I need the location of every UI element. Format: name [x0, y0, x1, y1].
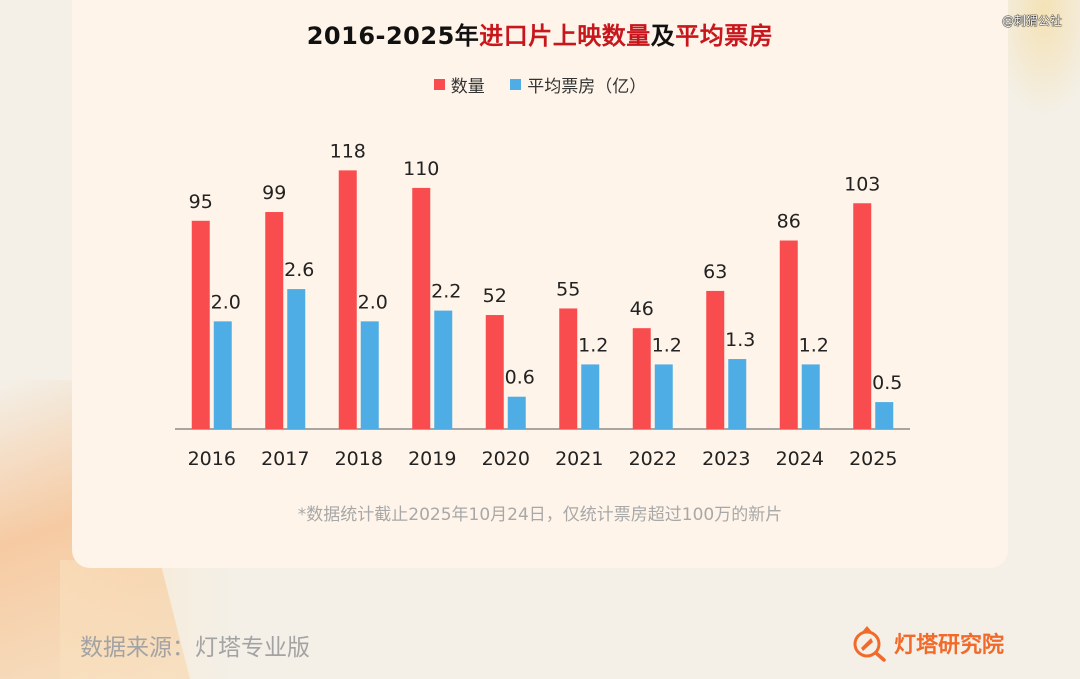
watermark: @刺猬公社 — [1001, 14, 1062, 28]
bar-count — [853, 203, 872, 429]
x-tick-label: 2022 — [629, 448, 677, 470]
data-label-count: 103 — [844, 173, 880, 195]
brand-logo: 灯塔研究院 — [850, 624, 1004, 662]
data-source: 数据来源：灯塔专业版 — [80, 635, 310, 661]
chart-card — [72, 0, 1008, 568]
bar-avg-box-office — [507, 396, 526, 429]
data-label-avg: 1.2 — [578, 334, 608, 356]
title-count: 进口片上映数量 — [479, 22, 651, 50]
bar-count — [265, 212, 284, 429]
x-tick-label: 2025 — [849, 448, 897, 470]
legend-label-count: 数量 — [450, 77, 485, 97]
bar-avg-box-office — [287, 289, 306, 429]
bar-avg-box-office — [360, 321, 379, 429]
legend-item-count: 数量 — [433, 72, 485, 97]
x-tick-label: 2019 — [408, 448, 456, 470]
chart-title: 2016-2025年进口片上映数量及平均票房 — [0, 16, 1080, 51]
data-label-count: 46 — [630, 298, 654, 320]
data-label-count: 63 — [703, 261, 727, 283]
bar-count — [485, 315, 504, 429]
x-tick-label: 2023 — [702, 448, 750, 470]
x-tick-label: 2016 — [188, 448, 236, 470]
bar-count — [191, 220, 210, 429]
bar-count — [779, 240, 798, 429]
data-label-count: 118 — [330, 140, 366, 162]
bar-avg-box-office — [875, 402, 894, 429]
x-tick-label: 2024 — [776, 448, 824, 470]
legend-swatch-avg — [510, 79, 522, 90]
title-and: 及 — [650, 22, 676, 50]
title-avg: 平均票房 — [675, 22, 774, 50]
data-label-count: 86 — [777, 211, 801, 233]
bar-count — [338, 170, 357, 429]
title-years: 2016-2025年 — [306, 22, 480, 50]
data-label-avg: 2.0 — [211, 291, 241, 313]
bar-count — [706, 290, 725, 429]
x-tick-label: 2021 — [555, 448, 603, 470]
data-label-avg: 2.0 — [358, 291, 388, 313]
x-tick-label: 2017 — [261, 448, 309, 470]
data-label-avg: 2.2 — [431, 281, 461, 303]
data-label-avg: 1.3 — [725, 329, 755, 351]
data-label-avg: 0.5 — [872, 372, 902, 394]
data-label-avg: 1.2 — [799, 334, 829, 356]
data-label-count: 110 — [403, 158, 439, 180]
brand-name: 灯塔研究院 — [894, 633, 1005, 658]
legend-swatch-count — [433, 79, 445, 90]
bar-avg-box-office — [213, 321, 232, 429]
data-label-count: 99 — [262, 182, 286, 204]
data-label-avg: 1.2 — [652, 334, 682, 356]
x-tick-label: 2018 — [335, 448, 383, 470]
background-decoration-bottom — [60, 560, 240, 679]
data-label-count: 55 — [556, 278, 580, 300]
bar-avg-box-office — [728, 359, 747, 429]
legend-item-avg: 平均票房（亿） — [510, 72, 646, 97]
data-label-count: 52 — [483, 285, 507, 307]
data-label-count: 95 — [189, 191, 213, 213]
bar-avg-box-office — [801, 364, 820, 429]
bar-avg-box-office — [581, 364, 600, 429]
x-tick-label: 2020 — [482, 448, 530, 470]
lighthouse-magnifier-icon — [853, 626, 886, 662]
legend-label-avg: 平均票房（亿） — [527, 77, 647, 97]
footnote: *数据统计截止2025年10月24日，仅统计票房超过100万的新片 — [297, 505, 783, 525]
bar-avg-box-office — [654, 364, 673, 429]
bar-count — [632, 328, 651, 429]
bar-count — [559, 308, 578, 429]
legend: 数量 平均票房（亿） — [0, 72, 1080, 97]
data-label-avg: 2.6 — [284, 259, 314, 281]
bar-count — [412, 187, 431, 429]
data-label-avg: 0.6 — [505, 367, 535, 389]
bar-avg-box-office — [434, 310, 453, 429]
